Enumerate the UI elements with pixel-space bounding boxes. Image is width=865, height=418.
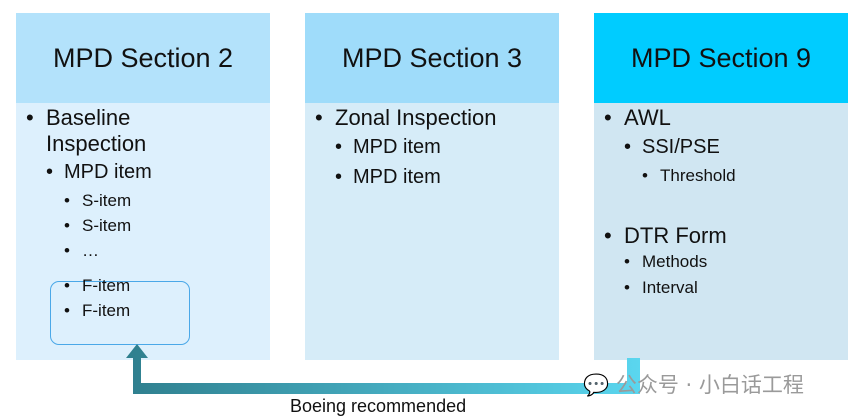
bullet: • [64, 301, 70, 320]
bullet: • [26, 105, 34, 130]
section-3-header: MPD Section 3 [305, 13, 559, 103]
section-2-column: MPD Section 2 • Baseline Inspection • MP… [16, 13, 270, 360]
item-interval: Interval [642, 278, 698, 297]
item-ellipsis: … [82, 241, 99, 260]
bullet: • [64, 216, 70, 235]
bullet: • [64, 191, 70, 210]
bullet: • [64, 276, 70, 295]
bullet: • [335, 166, 343, 188]
item-awl: AWL [624, 105, 671, 130]
item-dtr: DTR Form [624, 223, 727, 248]
item-mpd: MPD item [64, 161, 152, 183]
bullet: • [624, 252, 630, 271]
bullet: • [642, 166, 648, 185]
bullet: • [624, 136, 632, 158]
item-threshold: Threshold [660, 166, 736, 185]
arrow-label: Boeing recommended [290, 396, 467, 416]
section-3-column: MPD Section 3 • Zonal Inspection • MPD i… [305, 13, 559, 360]
bullet: • [46, 161, 54, 183]
item-mpd: MPD item [353, 136, 441, 158]
item-inspection: Inspection [46, 131, 147, 156]
section-2-body: • Baseline Inspection • MPD item • S-ite… [16, 103, 270, 360]
bullet: • [604, 223, 612, 248]
section-9-header: MPD Section 9 [594, 13, 848, 103]
item-ssi-pse: SSI/PSE [642, 136, 720, 158]
item-mpd: MPD item [353, 166, 441, 188]
bullet: • [624, 278, 630, 297]
item-zonal: Zonal Inspection [335, 105, 497, 130]
watermark-text: 公众号 · 小白话工程 [615, 373, 804, 397]
section-3-body: • Zonal Inspection • MPD item • MPD item [305, 103, 559, 360]
item-s: S-item [82, 191, 132, 210]
f-item-group [50, 281, 190, 345]
bullet: • [64, 241, 70, 260]
bullet: • [315, 105, 323, 130]
item-f: F-item [82, 276, 131, 295]
item-f: F-item [82, 301, 131, 320]
section-2-header: MPD Section 2 [16, 13, 270, 103]
section-9-column: MPD Section 9 • AWL • SSI/PSE • Threshol… [594, 13, 848, 360]
bullet: • [604, 105, 612, 130]
watermark: 💬 公众号 · 小白话工程 [583, 369, 804, 399]
item-s: S-item [82, 216, 132, 235]
item-methods: Methods [642, 252, 708, 271]
wechat-icon: 💬 [583, 373, 610, 397]
item-baseline: Baseline [46, 105, 131, 130]
bullet: • [335, 136, 343, 158]
section-9-body: • AWL • SSI/PSE • Threshold • DTR Form •… [594, 103, 848, 360]
arrow-shape [126, 344, 640, 394]
